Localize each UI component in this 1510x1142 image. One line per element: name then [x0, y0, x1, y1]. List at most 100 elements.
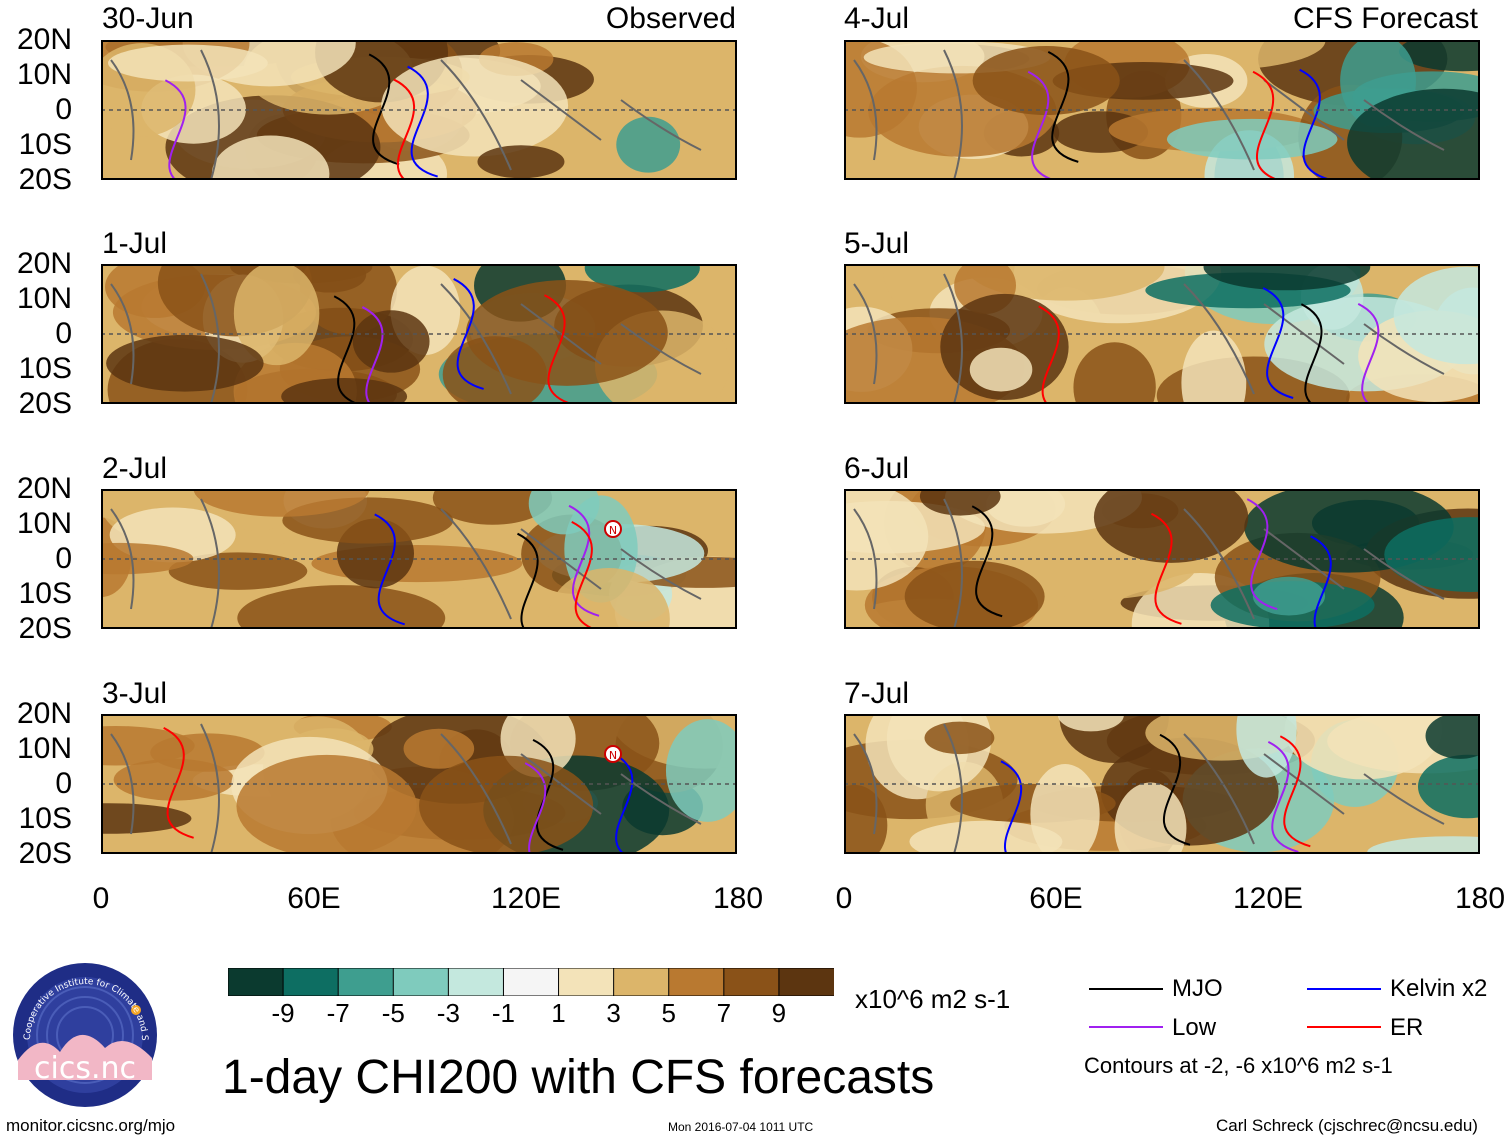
low-contour — [361, 306, 384, 404]
anomaly-field — [844, 489, 929, 591]
panel-frame — [101, 264, 737, 404]
footer-url: monitor.cicsnc.org/mjo — [6, 1116, 176, 1135]
map-panel-1-jul — [101, 264, 737, 404]
legend-mjo: MJO — [1172, 975, 1223, 1002]
anomaly-field — [1367, 836, 1480, 854]
colorbar-label: -9 — [271, 998, 295, 1028]
y-axis-label: 20S — [18, 387, 72, 420]
colorbar-label: 1 — [551, 998, 566, 1028]
anomaly-field — [381, 54, 569, 157]
panel-frame — [844, 489, 1480, 629]
anomaly-field — [432, 489, 553, 525]
panel-date-6jul: 6-Jul — [844, 452, 910, 485]
map-panel-4-jul — [844, 40, 1480, 180]
y-axis-label: 0 — [55, 542, 72, 575]
anomaly-field — [107, 44, 268, 82]
anomaly-field — [1252, 576, 1326, 616]
colorbar-label: 7 — [716, 998, 732, 1028]
y-axis-label: 10N — [16, 282, 72, 315]
anomaly-field — [924, 721, 995, 755]
y-axis-label: 10N — [16, 58, 72, 91]
colorbar-swatch — [228, 968, 285, 996]
x-label-180-left: 180 — [712, 882, 764, 915]
x-label-60e-left: 60E — [287, 882, 341, 915]
x-label-0-right: 0 — [835, 882, 853, 915]
anomaly-field — [1181, 330, 1247, 404]
y-axis-label: 10S — [18, 128, 72, 161]
y-axis-label: 10S — [18, 802, 72, 835]
anomaly-field — [403, 728, 475, 769]
coastline — [853, 498, 1445, 629]
panel-frame — [101, 489, 737, 629]
panel-date-4jul: 4-Jul — [844, 2, 910, 35]
x-label-0-left: 0 — [92, 882, 110, 915]
anomaly-field — [584, 264, 700, 293]
er-contour — [571, 521, 597, 629]
low-contour — [1357, 302, 1380, 404]
panel-frame — [844, 264, 1480, 404]
footer-timestamp: Mon 2016-07-04 1011 UTC — [668, 1120, 814, 1134]
anomaly-field — [1417, 754, 1480, 819]
colorbar-swatch — [282, 968, 340, 996]
panel-frame — [844, 40, 1480, 180]
panel-frame — [101, 40, 737, 180]
anomaly-field — [909, 820, 1063, 854]
anomaly-field — [419, 755, 594, 854]
mjo-contour — [971, 505, 1003, 618]
coastline — [110, 49, 702, 180]
mjo-contour — [1300, 303, 1323, 404]
y-axis-label: 20S — [18, 612, 72, 645]
er-contour — [1150, 512, 1182, 625]
kelvin-contour — [374, 513, 405, 626]
colorbar-swatch — [502, 968, 560, 996]
storm-marker: N — [604, 745, 622, 763]
logo-name: cics.nc — [34, 1051, 136, 1086]
cics-logo: Cooperative Institute for Climate and Sa… — [10, 960, 157, 1107]
x-label-120e-left: 120E — [490, 882, 562, 915]
panel-frame — [101, 714, 737, 854]
legend-er: ER — [1390, 1014, 1424, 1041]
colorbar-swatch — [723, 968, 780, 996]
coastline — [853, 49, 1445, 180]
anomaly-field — [919, 489, 1001, 516]
anomaly-field — [1384, 517, 1480, 592]
anomaly-field — [237, 585, 446, 629]
map-panel-7-jul — [844, 714, 1480, 854]
anomaly-field — [236, 754, 417, 854]
anomaly-field — [966, 264, 1165, 301]
anomaly-field — [168, 552, 308, 590]
colorbar-swatch — [337, 968, 395, 996]
colorbar-swatch — [778, 968, 834, 996]
coastline — [853, 723, 1445, 854]
kelvin-contour — [1310, 535, 1332, 629]
y-axis-label: 10S — [18, 352, 72, 385]
x-label-60e-right: 60E — [1029, 882, 1083, 915]
y-axis-label: 20N — [16, 697, 72, 730]
anomaly-field — [150, 733, 265, 772]
map-panel-30-jun — [101, 40, 737, 180]
footer-author: Carl Schreck (cjschrec@ncsu.edu) — [1216, 1116, 1478, 1135]
anomaly-field — [233, 264, 320, 366]
mjo-contour — [333, 295, 361, 404]
anomaly-field — [1398, 40, 1480, 72]
anomaly-field — [1236, 714, 1297, 778]
er-contour — [393, 78, 416, 180]
y-axis-label: 10N — [16, 732, 72, 765]
colorbar-swatch — [668, 968, 725, 996]
panel-mode-observed: Observed — [605, 2, 736, 35]
anomaly-field — [969, 347, 1033, 392]
panel-frame — [844, 714, 1480, 854]
anomaly-field — [1166, 118, 1338, 160]
anomaly-field — [106, 334, 264, 392]
colorbar-swatch — [613, 968, 670, 996]
map-panel-3-jul: N — [101, 714, 737, 854]
mjo-contour — [1159, 733, 1191, 846]
figure-title: 1-day CHI200 with CFS forecasts — [222, 1051, 935, 1104]
anomaly-field — [1425, 714, 1480, 759]
contour-note: Contours at -2, -6 x10^6 m2 s-1 — [1084, 1053, 1393, 1078]
y-axis-label: 20N — [16, 247, 72, 280]
low-contour — [1027, 70, 1057, 180]
legend-lines — [1089, 988, 1381, 1028]
kelvin-contour — [407, 65, 438, 178]
panel-date-2jul: 2-Jul — [102, 452, 168, 485]
